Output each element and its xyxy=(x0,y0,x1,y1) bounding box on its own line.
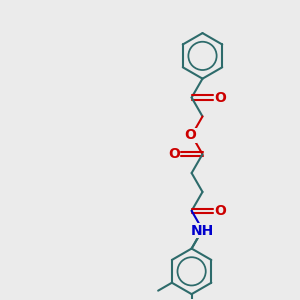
Text: O: O xyxy=(214,204,226,218)
Text: O: O xyxy=(168,147,180,161)
Text: NH: NH xyxy=(191,224,214,238)
Text: O: O xyxy=(214,91,226,104)
Text: O: O xyxy=(185,128,197,142)
